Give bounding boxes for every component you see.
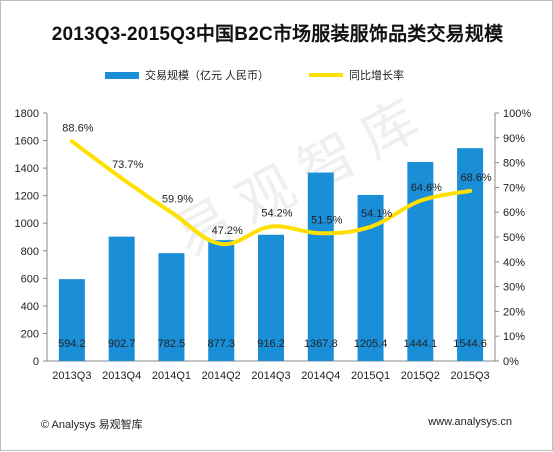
bar-value-label: 1444.1 [404, 338, 438, 350]
x-tick-label: 2013Q3 [52, 370, 91, 382]
x-tick-label: 2014Q4 [301, 370, 340, 382]
y-left-tick-label: 200 [21, 328, 39, 340]
x-tick-label: 2014Q3 [251, 370, 290, 382]
bar-value-label: 902.7 [108, 338, 136, 350]
bar [457, 148, 484, 361]
footer-website: www.analysys.cn [428, 416, 512, 428]
x-tick-label: 2015Q1 [351, 370, 390, 382]
bar [58, 279, 85, 361]
y-right-tick-label: 80% [503, 158, 525, 170]
chart-title: 2013Q3-2015Q3中国B2C市场服装服饰品类交易规模 [51, 24, 504, 45]
y-right-tick-label: 50% [503, 232, 525, 244]
y-right-tick-label: 90% [503, 133, 525, 145]
legend-item-bar: 交易规模（亿元 人民币） [105, 67, 269, 83]
line-value-label: 68.6% [461, 172, 492, 184]
bar [407, 162, 434, 361]
y-left-tick-label: 1600 [15, 136, 39, 148]
x-tick-label: 2014Q1 [152, 370, 191, 382]
y-right-tick-label: 30% [503, 282, 525, 294]
bar [208, 240, 235, 361]
bar [307, 172, 334, 361]
line-value-label: 54.1% [361, 208, 392, 220]
y-left-tick-label: 1000 [15, 218, 39, 230]
line-value-label: 64.6% [411, 182, 442, 194]
y-right-tick-label: 20% [503, 306, 525, 318]
y-right-tick-label: 70% [503, 182, 525, 194]
x-tick-label: 2015Q2 [401, 370, 440, 382]
line-value-label: 51.5% [311, 214, 342, 226]
line-value-label: 88.6% [62, 122, 93, 134]
bar [258, 234, 284, 361]
bar [158, 253, 185, 361]
y-left-tick-label: 0 [33, 356, 39, 368]
line-value-label: 54.2% [261, 208, 292, 220]
y-left-tick-label: 1800 [15, 108, 39, 120]
bar-value-label: 1367.8 [304, 338, 338, 350]
y-right-tick-label: 40% [503, 257, 525, 269]
y-left-tick-label: 1200 [15, 191, 39, 203]
y-left-tick-label: 400 [21, 301, 39, 313]
y-right-tick-label: 60% [503, 207, 525, 219]
line-value-label: 47.2% [212, 225, 243, 237]
footer-copyright: © Analysys 易观智库 [41, 419, 143, 431]
x-tick-label: 2013Q4 [102, 370, 141, 382]
bar-value-label: 782.5 [158, 338, 186, 350]
y-right-tick-label: 0% [503, 356, 519, 368]
bar-value-label: 877.3 [207, 338, 235, 350]
legend-bar-label: 交易规模（亿元 人民币） [145, 70, 270, 82]
y-left-tick-label: 1400 [15, 163, 39, 175]
bar-value-label: 1205.4 [354, 338, 388, 350]
legend-bar-swatch [105, 71, 139, 79]
legend-line-swatch [309, 73, 343, 77]
legend-item-line: 同比增长率 [309, 67, 404, 83]
bar [108, 236, 135, 361]
line-value-label: 73.7% [112, 159, 143, 171]
y-right-tick-label: 100% [503, 108, 531, 120]
x-tick-label: 2015Q3 [451, 370, 490, 382]
y-left-tick-label: 800 [21, 246, 39, 258]
bar-value-label: 1544.6 [453, 338, 487, 350]
line-value-label: 59.9% [162, 193, 193, 205]
y-right-tick-label: 10% [503, 331, 525, 343]
legend-line-label: 同比增长率 [349, 70, 404, 82]
x-tick-label: 2014Q2 [202, 370, 241, 382]
growth-line [69, 139, 473, 247]
bar-value-label: 594.2 [58, 338, 86, 350]
y-left-tick-label: 600 [21, 273, 39, 285]
bar-value-label: 916.2 [257, 338, 285, 350]
